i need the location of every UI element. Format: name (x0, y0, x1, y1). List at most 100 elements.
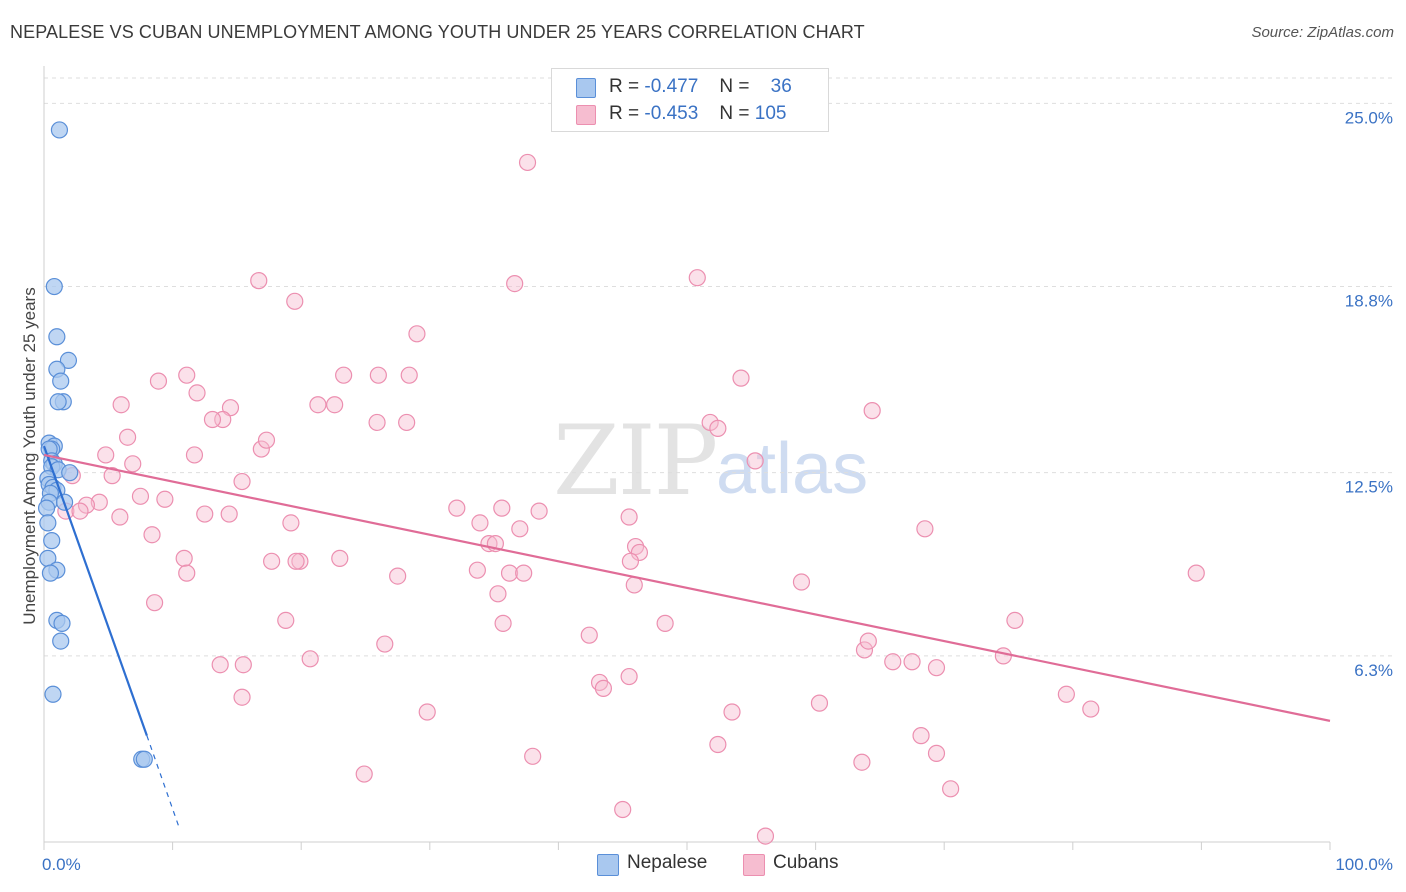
cubans-point (301, 650, 319, 668)
cubans-point (103, 467, 121, 485)
y-tick-label: 25.0% (1345, 108, 1393, 127)
cubans-point (220, 505, 238, 523)
cubans-point (263, 552, 281, 570)
nepalese-trendline (42, 445, 148, 737)
cubans-point (131, 487, 150, 505)
cubans-point (746, 452, 764, 470)
cubans-point (448, 499, 466, 517)
nepalese-point (41, 564, 60, 582)
cubans-point (188, 384, 206, 402)
cubans-point (916, 520, 934, 538)
cubans-point (709, 419, 727, 437)
cubans-point (630, 543, 649, 562)
cubans-point (118, 428, 137, 446)
nepalese-r-label: R = (609, 76, 640, 97)
cubans-points (57, 153, 1205, 845)
tick-labels: 6.3% 12.5% 18.8% 25.0% 0.0% 100.0% (42, 108, 1393, 874)
nepalese-legend-swatch (597, 854, 619, 876)
cubans-legend-label: Cubans (773, 852, 839, 873)
cubans-point (250, 272, 268, 290)
cubans-point (614, 800, 632, 819)
cubans-point (732, 369, 750, 387)
cubans-point (468, 561, 486, 579)
cubans-point (810, 694, 829, 712)
nepalese-trendline-extension (146, 735, 180, 828)
cubans-point (863, 402, 881, 420)
nepalese-point (37, 499, 56, 517)
cubans-point (71, 502, 89, 520)
cubans-point (859, 632, 877, 650)
x-tick-label: 100.0% (1335, 855, 1393, 874)
cubans-point (90, 493, 108, 511)
nepalese-point (44, 685, 62, 703)
cubans-point (620, 508, 638, 526)
cubans-point (408, 325, 426, 343)
nepalese-point (52, 372, 70, 390)
cubans-point (389, 567, 407, 585)
cubans-point (203, 410, 222, 429)
cubans-point (625, 576, 643, 594)
nepalese-point (61, 464, 79, 482)
cubans-point (287, 552, 305, 570)
cubans-point (594, 679, 613, 697)
nepalese-point (59, 351, 78, 370)
nepalese-point (45, 277, 63, 296)
cubans-point (326, 396, 344, 414)
cubans-point (855, 641, 874, 659)
y-tick-label: 18.8% (1345, 292, 1393, 311)
chart-title: NEPALESE VS CUBAN UNEMPLOYMENT AMONG YOU… (10, 22, 865, 42)
cubans-point (368, 413, 386, 432)
cubans-point (221, 399, 240, 417)
cubans-point (257, 431, 276, 449)
cubans-point (196, 505, 214, 523)
nepalese-point (53, 614, 71, 632)
cubans-point (211, 656, 229, 674)
cubans-point (369, 366, 387, 384)
cubans-point (233, 688, 251, 706)
cubans-legend-swatch (743, 854, 765, 876)
cubans-point (282, 514, 300, 532)
cubans-point (400, 366, 418, 384)
nepalese-n-value: 36 (770, 76, 792, 97)
cubans-point (524, 747, 542, 765)
cubans-point (709, 735, 727, 754)
source-label: Source: ZipAtlas.com (1251, 24, 1394, 41)
cubans-point (376, 635, 394, 653)
y-tick-label: 6.3% (1354, 661, 1393, 680)
y-tick-label: 12.5% (1345, 478, 1393, 497)
cubans-point (233, 472, 251, 491)
cubans-point (1082, 700, 1100, 718)
cubans-point (234, 656, 252, 674)
cubans-point (143, 526, 161, 544)
cubans-point (506, 274, 524, 293)
cubans-point (398, 413, 416, 432)
cubans-point (335, 366, 353, 384)
nepalese-point (135, 750, 153, 768)
cubans-point (489, 585, 507, 603)
cubans-point (511, 520, 529, 538)
cubans-point (884, 653, 902, 671)
cubans-point (175, 549, 193, 567)
watermark-zip: ZIP (553, 405, 718, 517)
cubans-point (97, 446, 115, 464)
cubans-point (418, 703, 436, 721)
nepalese-n-label: N = (719, 76, 750, 97)
cubans-point (580, 626, 598, 644)
cubans-point (1057, 685, 1075, 703)
x-tick-label: 0.0% (42, 855, 81, 874)
cubans-point (942, 780, 960, 798)
cubans-point (1187, 564, 1205, 582)
cubans-point (756, 827, 775, 845)
cubans-point (149, 372, 168, 390)
cubans-point (620, 667, 638, 686)
nepalese-r-value: -0.477 (644, 76, 699, 97)
trend-lines (42, 445, 1331, 828)
cubans-point (145, 594, 164, 612)
stats-legend: R = -0.477 N = 36 R = -0.453 N = 105 (551, 68, 829, 132)
cubans-point (903, 653, 921, 671)
axis-layer (43, 66, 1331, 850)
nepalese-point (48, 328, 66, 346)
cubans-point (853, 753, 871, 771)
cubans-point (927, 744, 946, 762)
